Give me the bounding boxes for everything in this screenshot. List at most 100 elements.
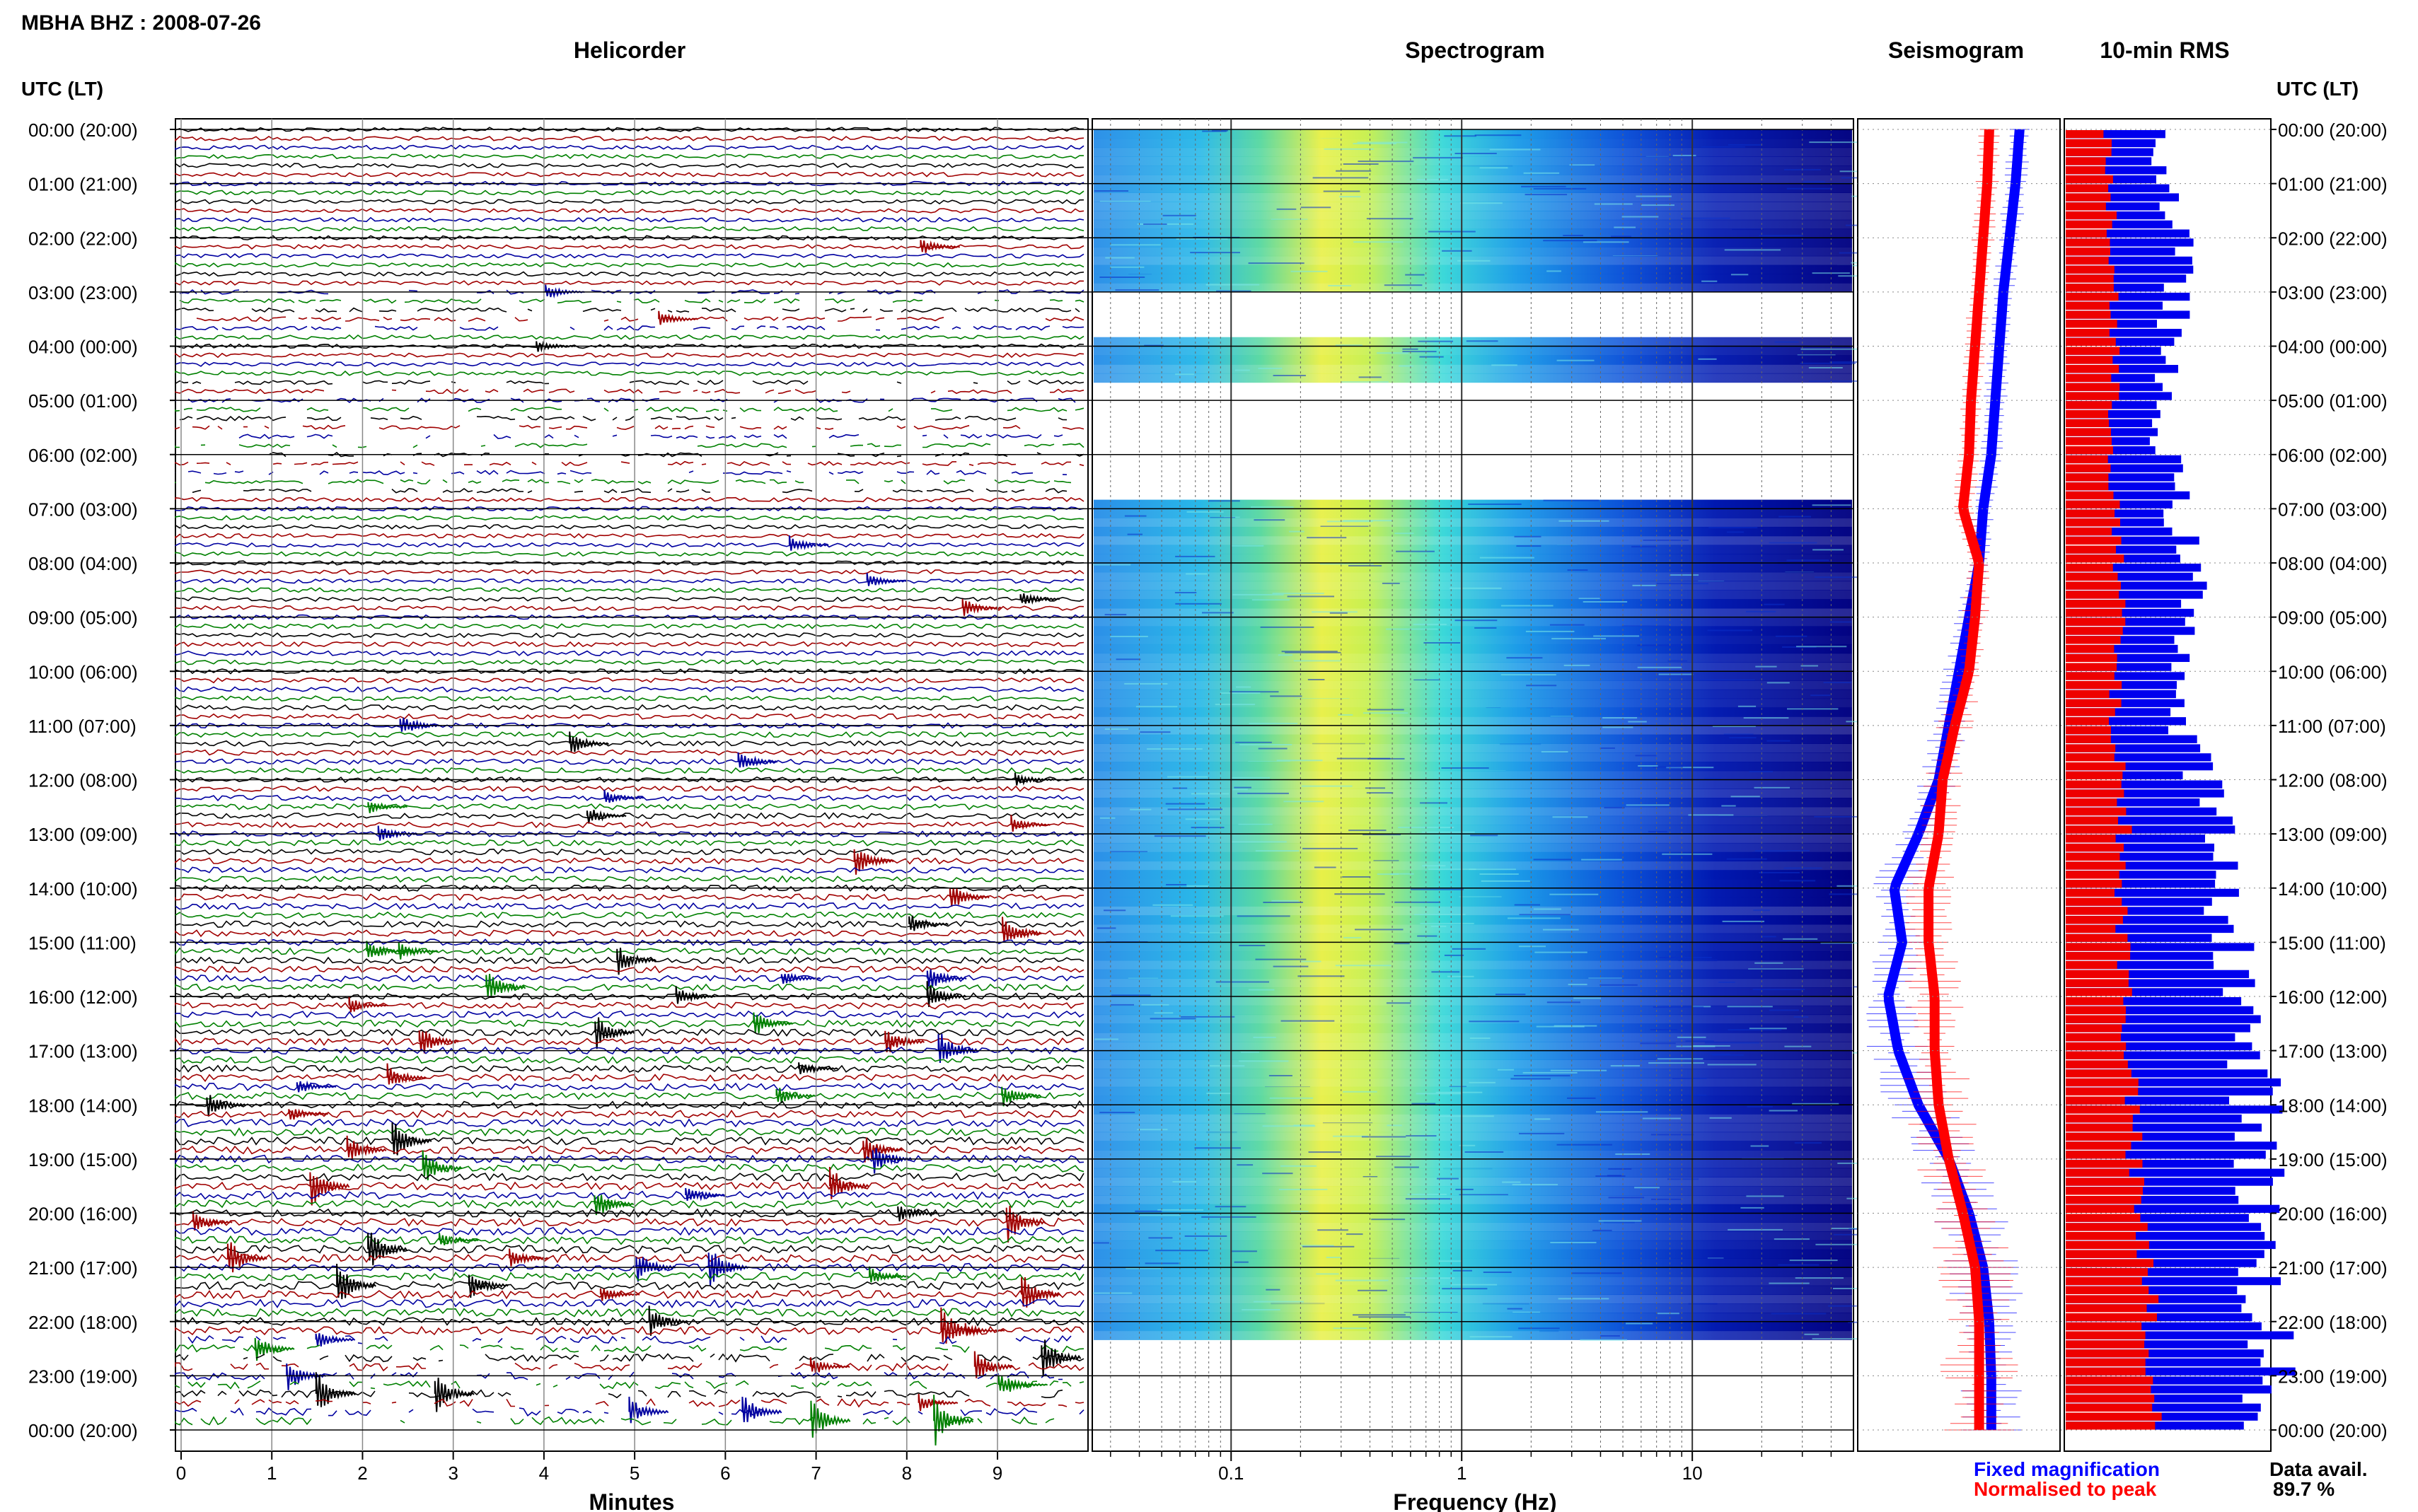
rms-bar-fixed [2066, 265, 2194, 274]
rms-bar-fixed [2066, 627, 2195, 635]
spectrogram-band [1094, 1114, 1852, 1124]
helicorder-event [569, 731, 609, 752]
rms-bar-normalised [2066, 780, 2122, 789]
helicorder-trace [175, 875, 1084, 883]
rms-bar-normalised [2066, 608, 2122, 617]
rms-bar-fixed [2066, 880, 2216, 888]
helicorder-event [933, 1395, 974, 1446]
spectrogram-speckle [1271, 900, 1299, 902]
rms-bar-normalised [2066, 1187, 2143, 1195]
helicorder-trace [175, 1316, 1084, 1327]
spectrogram-speckle [1115, 289, 1159, 291]
rms-bar-fixed [2066, 617, 2185, 626]
spectrogram-speckle [1237, 1164, 1254, 1166]
spectrogram-speckle [1190, 252, 1240, 254]
spectrogram-speckle [1653, 766, 1683, 768]
helicorder-trace [175, 262, 1084, 268]
rms-bar-fixed [2066, 916, 2228, 924]
rms-bar-normalised [2066, 653, 2117, 662]
rms-bar-fixed [2066, 356, 2166, 364]
spectrogram-speckle [1258, 748, 1288, 750]
hour-label-right: 06:00 (02:00) [2278, 445, 2388, 466]
rms-bar-normalised [2066, 248, 2110, 256]
rms-bar-normalised [2066, 861, 2126, 870]
rms-bar-normalised [2066, 1304, 2147, 1313]
spectrogram-speckle [1232, 1250, 1257, 1252]
rms-bar-normalised [2066, 672, 2115, 680]
spectrogram-band [1094, 707, 1852, 717]
spectrogram-band [1094, 138, 1852, 149]
spectrogram-band [1094, 210, 1852, 221]
spectrogram-band [1094, 851, 1852, 862]
spectrogram-band [1094, 671, 1852, 681]
rms-bar-fixed [2066, 843, 2214, 852]
hour-label-right: 11:00 (07:00) [2278, 716, 2386, 737]
spectrogram-speckle [1829, 893, 1875, 895]
rms-bar-fixed [2066, 564, 2202, 572]
spectrogram-band [1094, 725, 1852, 735]
spectrogram-band [1094, 355, 1852, 365]
rms-bar-fixed [2066, 238, 2194, 247]
rms-bar-fixed [2066, 1096, 2229, 1105]
helicorder-trace [175, 1281, 1084, 1291]
spectrogram-band [1094, 1132, 1852, 1141]
spectrogram-speckle [1602, 717, 1638, 719]
spectrogram-speckle [1416, 1093, 1462, 1095]
spectrogram-speckle [1185, 818, 1220, 820]
spectrogram-band [1094, 942, 1852, 952]
spectrogram-speckle [1301, 785, 1353, 787]
spectrogram-speckle [1769, 542, 1817, 544]
spectrogram-speckle [1783, 867, 1822, 869]
hour-label-right: 17:00 (13:00) [2278, 1041, 2388, 1062]
spectrogram-speckle [1387, 1124, 1402, 1127]
spectrogram-speckle [1512, 1311, 1541, 1313]
helicorder-trace [175, 171, 1084, 178]
spectrogram-band [1094, 680, 1852, 690]
spectrogram-speckle [1740, 1206, 1764, 1209]
spectrogram-speckle [1774, 1238, 1810, 1240]
rms-bar-fixed [2066, 1033, 2235, 1042]
helicorder-trace [175, 135, 1084, 142]
spectrogram-speckle [1743, 717, 1789, 719]
spectrogram-speckle [1727, 1006, 1773, 1008]
spectrogram-speckle [1420, 802, 1447, 804]
helicorder-trace [175, 695, 1084, 702]
spectrogram-speckle [1787, 708, 1839, 710]
spectrogram-speckle [1769, 1009, 1799, 1011]
spectrogram-speckle [1439, 1260, 1462, 1262]
spectrogram-speckle [1201, 1216, 1256, 1218]
spectrogram-speckle [1175, 603, 1222, 605]
spectrogram-speckle [1110, 851, 1147, 853]
helicorder-event [926, 981, 967, 1007]
spectrogram-speckle [1672, 154, 1696, 156]
spectrogram-speckle [1746, 1195, 1784, 1197]
spectrogram-speckle [1567, 1097, 1596, 1099]
rms-bar-fixed [2066, 1223, 2262, 1231]
spectrogram-speckle [1464, 1151, 1504, 1153]
helicorder-event [192, 1211, 233, 1231]
spectrogram-speckle [1150, 1018, 1196, 1020]
spectrogram-speckle [1110, 244, 1161, 246]
spectrogram-speckle [1154, 1012, 1174, 1014]
spectrogram-band [1094, 1222, 1852, 1232]
spectrogram-speckle [1563, 664, 1590, 666]
rms-bar-fixed [2066, 1123, 2262, 1132]
spectrogram-speckle [1419, 356, 1444, 358]
spectrogram-speckle [1608, 1197, 1645, 1199]
spectrogram-speckle [1502, 1181, 1521, 1183]
spectrogram-speckle [1631, 546, 1657, 548]
helicorder-trace [175, 1109, 1084, 1119]
helicorder-event [741, 1397, 782, 1422]
spectrogram-band [1094, 734, 1852, 744]
spectrogram-speckle [1779, 880, 1816, 882]
rms-bar-normalised [2066, 627, 2123, 635]
spectrogram-speckle [1094, 190, 1128, 192]
spectrogram-speckle [1273, 965, 1309, 967]
rms-bar-fixed [2066, 852, 2214, 861]
rms-bar-fixed [2066, 1177, 2273, 1186]
helicorder-trace [196, 316, 1084, 322]
spectrogram-speckle [1556, 359, 1595, 361]
spectrogram-speckle [1206, 1093, 1231, 1095]
rms-bar-fixed [2066, 825, 2235, 834]
spectrogram-speckle [1650, 1029, 1677, 1030]
